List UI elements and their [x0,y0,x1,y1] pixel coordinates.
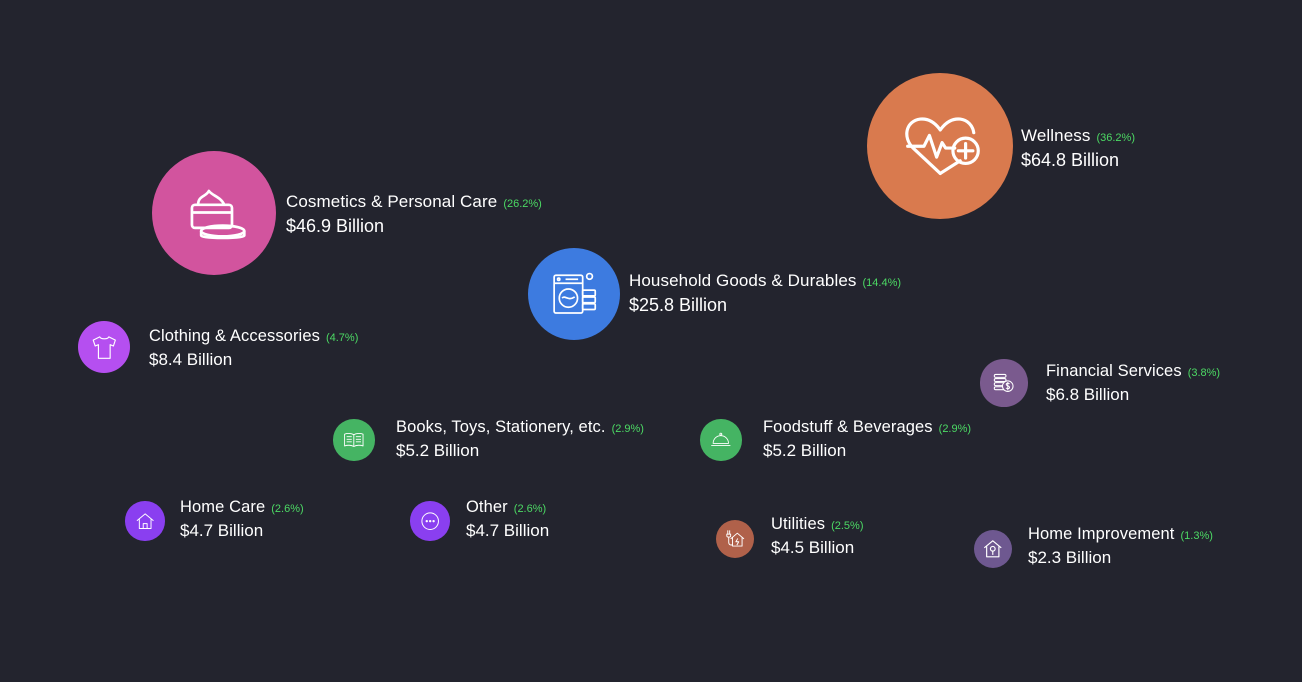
label-homecare: Home Care (2.6%) $4.7 Billion [180,498,304,541]
bubble-wellness [867,73,1013,219]
category-name: Financial Services [1046,362,1182,380]
category-value: $25.8 Billion [629,295,728,315]
label-wellness: Wellness (36.2%) $64.8 Billion [1021,126,1135,171]
label-financial: Financial Services (3.8%) $6.8 Billion [1046,362,1220,405]
bubble-clothing [77,320,131,374]
category-name: Cosmetics & Personal Care [286,192,498,211]
category-share: (4.7%) [325,332,359,344]
label-books: Books, Toys, Stationery, etc. (2.9%) $5.2 … [396,418,644,461]
tshirt-icon [78,321,131,374]
category-value: $8.4 Billion [149,350,233,369]
label-other: Other (2.6%) $4.7 Billion [466,498,549,541]
category-name: Clothing & Accessories [149,327,320,345]
book-icon [333,419,374,460]
category-name: Wellness [1021,126,1091,145]
category-name: Household Goods & Durables [629,271,857,290]
category-value: $5.2 Billion [763,441,847,460]
bubble-books [333,419,375,461]
house-icon [125,501,164,540]
label-utilities: Utilities (2.5%) $4.5 Billion [771,515,863,558]
category-share: (14.4%) [862,277,902,289]
house-plug-icon [716,520,754,558]
category-value: $4.5 Billion [771,538,855,557]
category-share: (2.5%) [831,520,864,532]
category-name: Home Improvement [1028,525,1175,543]
category-value: $6.8 Billion [1046,385,1130,404]
more-dots-icon [410,501,449,540]
bubble-household [527,247,621,341]
category-name: Utilities [771,515,826,533]
label-foodstuff: Foodstuff & Beverages (2.9%) $5.2 Billion [763,418,971,461]
category-share: (2.6%) [513,503,547,515]
bubble-foodstuff [700,419,742,461]
category-value: $4.7 Billion [180,521,264,540]
category-value: $2.3 Billion [1028,548,1112,567]
bubble-financial [980,359,1028,407]
bubble-other [410,501,450,541]
category-share: (2.9%) [938,423,972,435]
coins-icon [980,359,1027,406]
category-share: (3.8%) [1187,367,1221,379]
bubble-utilities [715,519,755,559]
label-cosmetics: Cosmetics & Personal Care (26.2%) $46.9 Bi… [286,192,542,237]
bubble-homecare [125,501,165,541]
category-value: $5.2 Billion [396,441,480,460]
label-clothing: Clothing & Accessories (4.7%) $8.4 Billion [149,327,358,370]
category-name: Home Care [180,498,266,516]
category-name: Foodstuff & Beverages [763,418,933,436]
category-value: $4.7 Billion [466,521,550,540]
house-tool-icon [974,530,1012,568]
category-share: (2.6%) [271,503,304,515]
cream-jar-icon [152,151,276,275]
label-household: Household Goods & Durables (14.4%) $25.8 B… [629,271,901,316]
category-name: Books, Toys, Stationery, etc. [396,418,606,436]
bubble-cosmetics [151,150,277,276]
category-name: Other [466,498,508,516]
category-share: (36.2%) [1096,132,1135,144]
category-value: $64.8 Billion [1021,150,1120,170]
category-value: $46.9 Billion [286,216,385,236]
food-cloche-icon [700,419,741,460]
heart-pulse-plus-icon [867,73,1013,219]
label-homeimprovement: Home Improvement (1.3%) $2.3 Billion [1028,525,1213,568]
category-share: (26.2%) [503,198,542,210]
washing-machine-icon [528,248,620,340]
category-share: (1.3%) [1180,530,1213,542]
bubble-homeimprovement [974,530,1012,568]
category-share: (2.9%) [611,423,644,435]
